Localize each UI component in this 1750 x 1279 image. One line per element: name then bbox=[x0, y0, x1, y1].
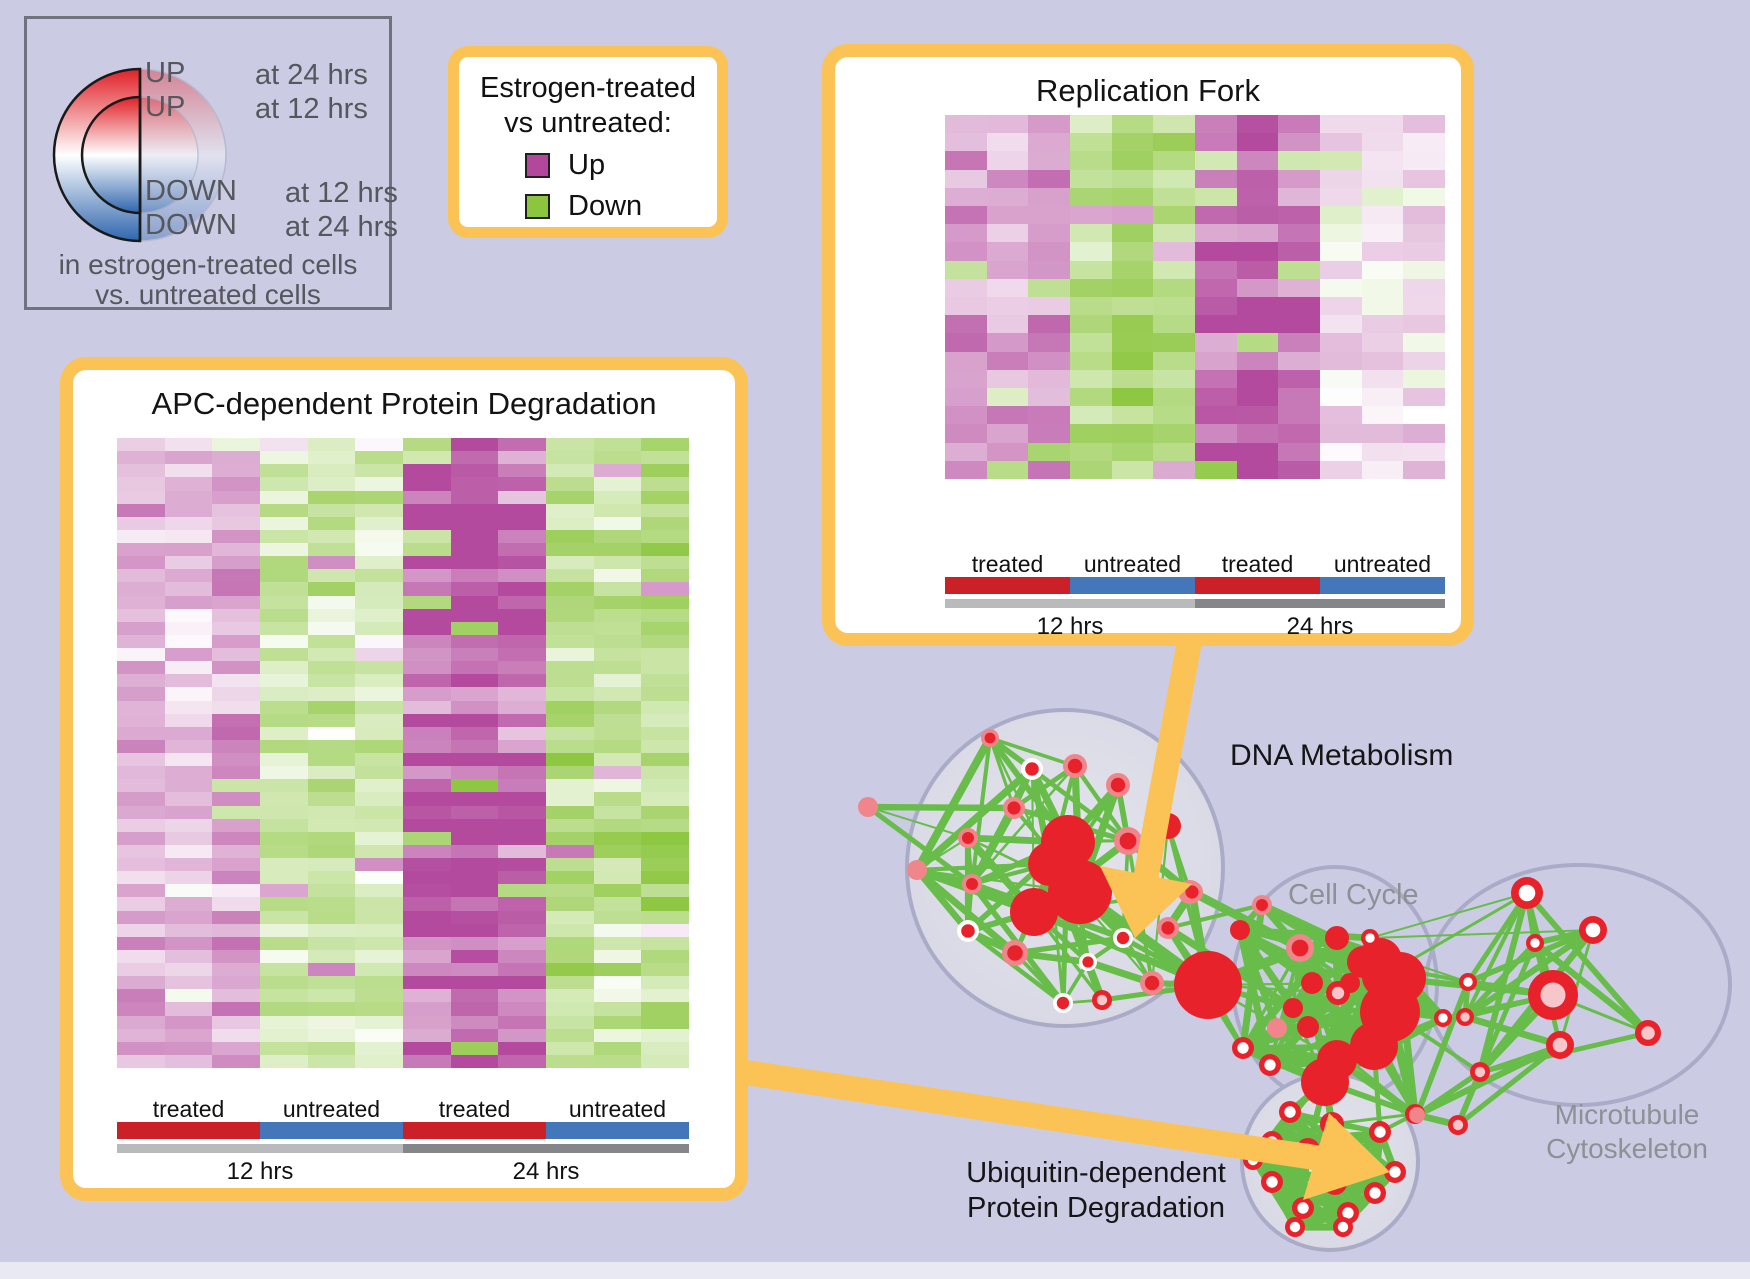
ring-row3-time: at 12 hrs bbox=[285, 177, 398, 209]
down-color-swatch bbox=[525, 193, 550, 219]
replication-fork-heatmap bbox=[945, 115, 1445, 479]
rf-treated-bar-2 bbox=[1195, 577, 1320, 594]
apc-time-bars bbox=[117, 1144, 689, 1153]
apc-group-labels: treated untreated treated untreated bbox=[117, 1096, 689, 1123]
apc-group-label-3: treated bbox=[438, 1096, 511, 1122]
apc-degradation-panel: APC-dependent Protein Degradation treate… bbox=[60, 357, 748, 1201]
rf-group-label-1: treated bbox=[971, 551, 1044, 577]
replication-fork-panel: Replication Fork treated untreated treat… bbox=[822, 44, 1474, 646]
apc-12hr-bar bbox=[117, 1144, 403, 1153]
rf-group-bars bbox=[945, 577, 1445, 594]
rf-untreated-bar-1 bbox=[1070, 577, 1195, 594]
apc-12hr-label: 12 hrs bbox=[226, 1158, 294, 1185]
rf-24hr-label: 24 hrs bbox=[1286, 613, 1354, 640]
apc-treated-bar-2 bbox=[403, 1122, 546, 1139]
ring-row4-time: at 24 hrs bbox=[285, 211, 398, 243]
key-item-up: Up bbox=[459, 149, 717, 182]
key-item-down: Down bbox=[459, 190, 717, 223]
rf-group-label-3: treated bbox=[1221, 551, 1294, 577]
apc-time-labels: 12 hrs 24 hrs bbox=[117, 1158, 689, 1186]
key-title-line2: vs untreated: bbox=[504, 106, 672, 139]
apc-24hr-bar bbox=[403, 1144, 689, 1153]
rf-group-label-2: untreated bbox=[1083, 551, 1182, 577]
ring-caption-line2: vs. untreated cells bbox=[95, 279, 321, 310]
apc-untreated-bar-2 bbox=[546, 1122, 689, 1139]
rf-24hr-bar bbox=[1195, 599, 1445, 608]
microtubule-cytoskeleton-label: Microtubule Cytoskeleton bbox=[1533, 1098, 1721, 1166]
rf-time-labels: 12 hrs 24 hrs bbox=[945, 613, 1445, 641]
ubiquitin-label-line2: Protein Degradation bbox=[967, 1192, 1225, 1225]
ubiquitin-degradation-label: Ubiquitin-dependent Protein Degradation bbox=[950, 1156, 1242, 1227]
ring-row3-direction: DOWN bbox=[145, 175, 237, 207]
apc-treated-bar-1 bbox=[117, 1122, 260, 1139]
rf-group-labels: treated untreated treated untreated bbox=[945, 551, 1445, 578]
rf-group-label-4: untreated bbox=[1333, 551, 1432, 577]
ring-row2-direction: UP bbox=[145, 91, 186, 123]
rf-12hr-bar bbox=[945, 599, 1195, 608]
figure-bottom-edge bbox=[0, 1262, 1750, 1279]
replication-fork-title: Replication Fork bbox=[1036, 73, 1260, 108]
ring-row2-time: at 12 hrs bbox=[255, 93, 368, 125]
up-color-swatch bbox=[525, 152, 550, 178]
apc-24hr-label: 24 hrs bbox=[512, 1158, 580, 1185]
ubiquitin-label-line1: Ubiquitin-dependent bbox=[966, 1157, 1226, 1189]
cell-cycle-label: Cell Cycle bbox=[1288, 879, 1419, 911]
key-title-line1: Estrogen-treated bbox=[479, 72, 696, 104]
ring-row1-time: at 24 hrs bbox=[255, 59, 368, 91]
ring-row1-direction: UP bbox=[145, 57, 186, 89]
rf-time-bars bbox=[945, 599, 1445, 608]
apc-group-label-1: treated bbox=[152, 1096, 225, 1122]
microtubule-label-line2: Cytoskeleton bbox=[1546, 1133, 1708, 1165]
apc-group-label-2: untreated bbox=[282, 1096, 381, 1122]
rf-treated-bar-1 bbox=[945, 577, 1070, 594]
up-down-key-legend: Estrogen-treated vs untreated: Up Down bbox=[448, 46, 728, 238]
dna-metabolism-label: DNA Metabolism bbox=[1230, 739, 1454, 772]
ring-row4-direction: DOWN bbox=[145, 209, 237, 241]
rf-untreated-bar-2 bbox=[1320, 577, 1445, 594]
ring-caption-line1: in estrogen-treated cells bbox=[58, 249, 358, 280]
ring-color-legend: UP at 24 hrs UP at 12 hrs DOWN at 12 hrs… bbox=[24, 16, 398, 310]
apc-group-label-4: untreated bbox=[568, 1096, 667, 1122]
apc-group-bars bbox=[117, 1122, 689, 1139]
rf-12hr-label: 12 hrs bbox=[1036, 613, 1104, 640]
up-label: Up bbox=[568, 148, 606, 181]
apc-untreated-bar-1 bbox=[260, 1122, 403, 1139]
apc-heatmap bbox=[117, 438, 689, 1068]
microtubule-label-line1: Microtubule bbox=[1554, 1099, 1700, 1130]
up-down-gradient-rings bbox=[52, 67, 227, 243]
down-label: Down bbox=[568, 189, 643, 222]
apc-panel-title: APC-dependent Protein Degradation bbox=[151, 386, 657, 421]
